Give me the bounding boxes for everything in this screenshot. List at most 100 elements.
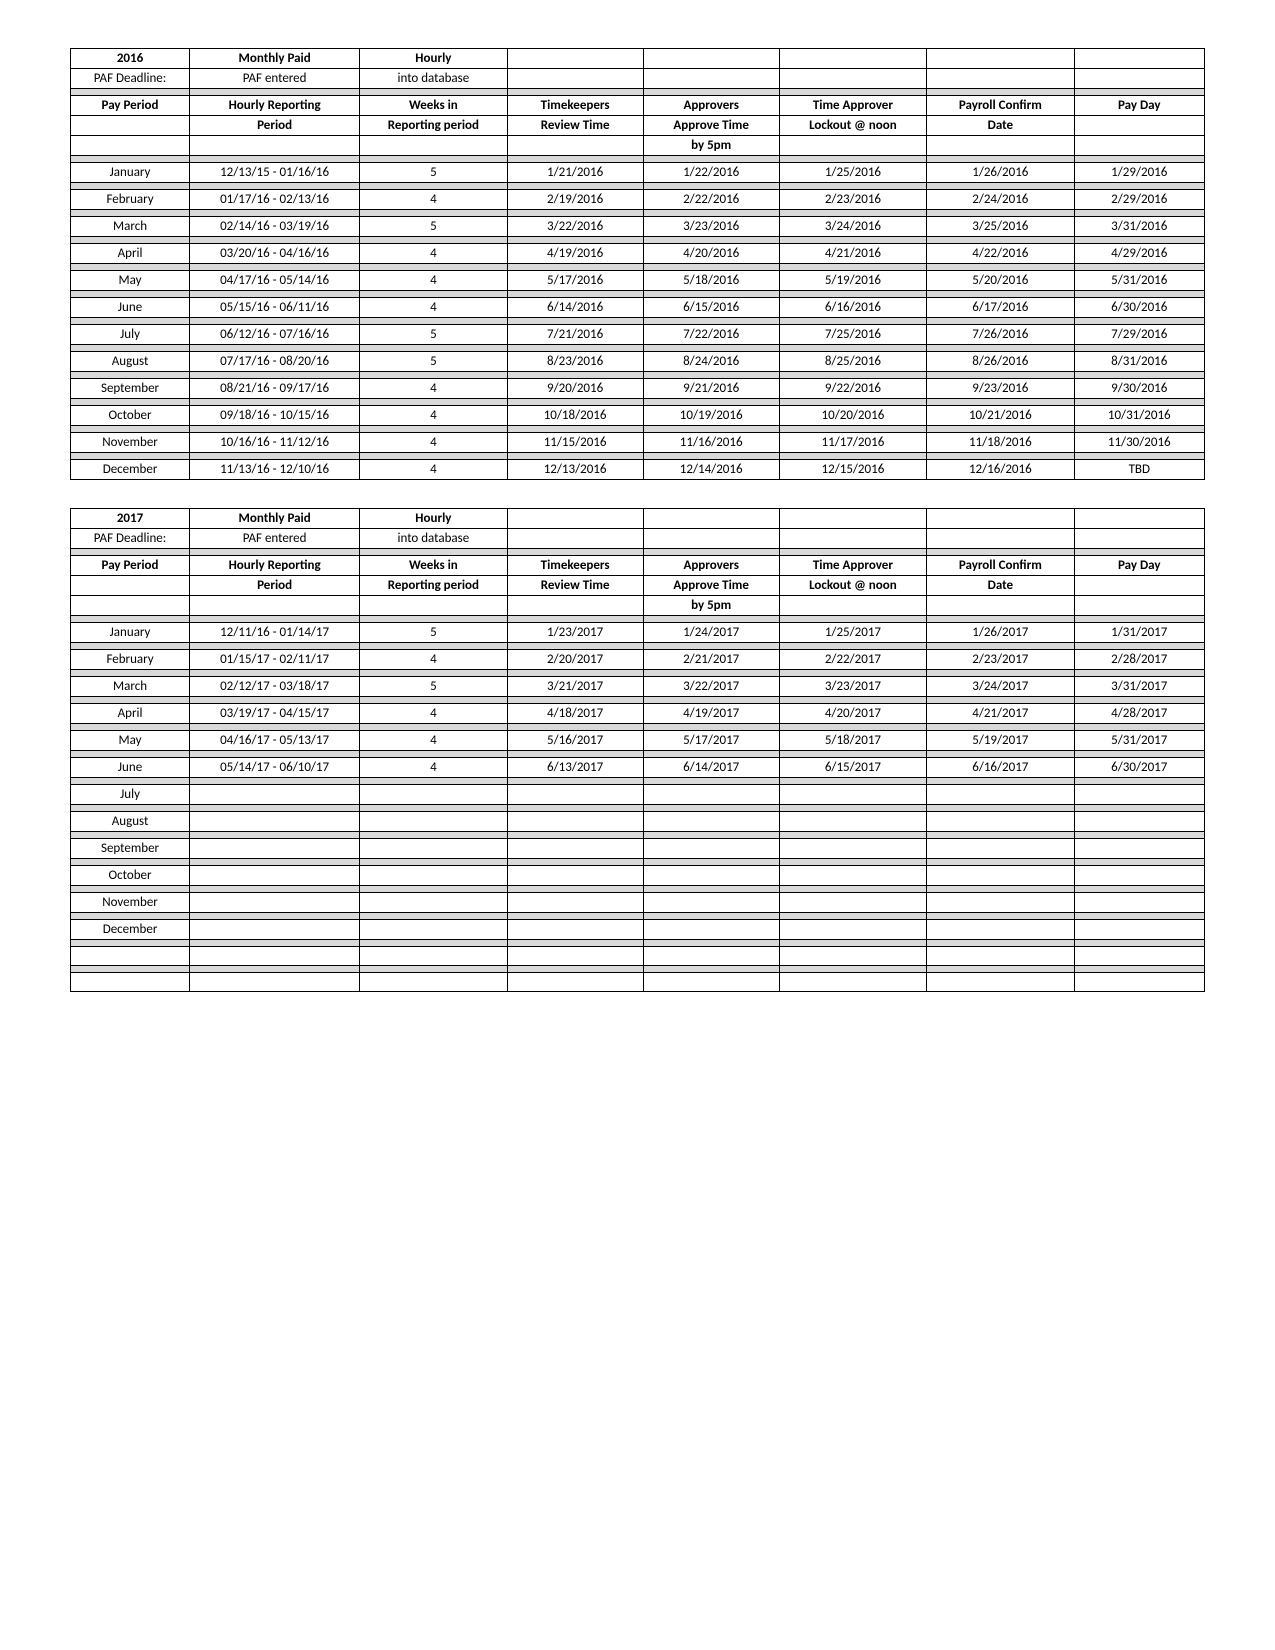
table-cell: 2017 xyxy=(71,509,190,529)
table-cell xyxy=(1074,69,1204,89)
table-cell xyxy=(927,69,1074,89)
table-cell: 1/21/2016 xyxy=(507,163,643,183)
table-cell xyxy=(779,49,926,69)
table-cell: 2/22/2017 xyxy=(779,650,926,670)
table-row xyxy=(71,973,1205,992)
table-cell: Weeks in xyxy=(360,556,507,576)
table-cell xyxy=(927,866,1074,886)
payroll-table-wrap: 2017Monthly PaidHourlyPAF Deadline:PAF e… xyxy=(70,508,1205,992)
table-cell: PAF Deadline: xyxy=(71,69,190,89)
table-row: August xyxy=(71,812,1205,832)
table-cell: Period xyxy=(190,116,360,136)
table-row: January12/13/15 - 01/16/1651/21/20161/22… xyxy=(71,163,1205,183)
table-cell: March xyxy=(71,217,190,237)
separator-row xyxy=(71,913,1205,920)
table-cell: Lockout @ noon xyxy=(779,576,926,596)
separator-row xyxy=(71,670,1205,677)
table-cell xyxy=(190,812,360,832)
table-cell xyxy=(643,785,779,805)
table-cell: 01/15/17 - 02/11/17 xyxy=(190,650,360,670)
table-cell: 4 xyxy=(360,758,507,778)
table-cell: Pay Period xyxy=(71,96,190,116)
separator-row xyxy=(71,751,1205,758)
table-cell xyxy=(190,920,360,940)
table-cell: 01/17/16 - 02/13/16 xyxy=(190,190,360,210)
table-cell: 05/15/16 - 06/11/16 xyxy=(190,298,360,318)
table-row: PAF Deadline:PAF enteredinto database xyxy=(71,529,1205,549)
table-row: PeriodReporting periodReview TimeApprove… xyxy=(71,116,1205,136)
table-row: February01/15/17 - 02/11/1742/20/20172/2… xyxy=(71,650,1205,670)
table-cell xyxy=(779,509,926,529)
separator-row xyxy=(71,778,1205,785)
table-cell: 3/31/2017 xyxy=(1074,677,1204,697)
table-cell xyxy=(360,136,507,156)
table-cell xyxy=(190,785,360,805)
table-cell: 1/29/2016 xyxy=(1074,163,1204,183)
table-cell: 2/22/2016 xyxy=(643,190,779,210)
table-cell xyxy=(507,529,643,549)
table-row: November xyxy=(71,893,1205,913)
table-cell: 4/22/2016 xyxy=(927,244,1074,264)
table-cell: November xyxy=(71,893,190,913)
table-cell: 6/15/2016 xyxy=(643,298,779,318)
table-cell: 8/23/2016 xyxy=(507,352,643,372)
table-cell: 5/19/2016 xyxy=(779,271,926,291)
table-cell xyxy=(507,812,643,832)
table-cell xyxy=(643,812,779,832)
table-cell xyxy=(1074,136,1204,156)
table-cell xyxy=(1074,973,1204,992)
table-cell: 5 xyxy=(360,217,507,237)
table-cell: 4 xyxy=(360,460,507,480)
table-cell: October xyxy=(71,406,190,426)
table-cell xyxy=(190,839,360,859)
table-cell xyxy=(507,920,643,940)
table-cell: PAF entered xyxy=(190,69,360,89)
table-cell: 2/23/2016 xyxy=(779,190,926,210)
table-cell xyxy=(1074,529,1204,549)
table-cell xyxy=(927,136,1074,156)
table-cell xyxy=(507,866,643,886)
table-cell xyxy=(190,893,360,913)
separator-row xyxy=(71,697,1205,704)
table-cell: by 5pm xyxy=(643,596,779,616)
table-row: June05/14/17 - 06/10/1746/13/20176/14/20… xyxy=(71,758,1205,778)
table-cell: Pay Period xyxy=(71,556,190,576)
table-cell: 03/19/17 - 04/15/17 xyxy=(190,704,360,724)
table-cell: 7/22/2016 xyxy=(643,325,779,345)
table-cell xyxy=(507,839,643,859)
table-cell: into database xyxy=(360,529,507,549)
separator-row xyxy=(71,264,1205,271)
table-cell: September xyxy=(71,839,190,859)
table-cell: 06/12/16 - 07/16/16 xyxy=(190,325,360,345)
table-cell: Date xyxy=(927,576,1074,596)
table-row: May04/17/16 - 05/14/1645/17/20165/18/201… xyxy=(71,271,1205,291)
table-cell: 1/25/2017 xyxy=(779,623,926,643)
table-cell: January xyxy=(71,623,190,643)
table-cell: 5/20/2016 xyxy=(927,271,1074,291)
table-cell: 7/21/2016 xyxy=(507,325,643,345)
table-cell: 6/17/2016 xyxy=(927,298,1074,318)
table-cell: 6/30/2017 xyxy=(1074,758,1204,778)
table-cell: 4 xyxy=(360,244,507,264)
table-cell xyxy=(643,920,779,940)
payroll-table: 2017Monthly PaidHourlyPAF Deadline:PAF e… xyxy=(70,508,1205,992)
table-cell: 12/13/2016 xyxy=(507,460,643,480)
table-cell: 4 xyxy=(360,190,507,210)
table-cell: 8/26/2016 xyxy=(927,352,1074,372)
table-cell: 3/24/2017 xyxy=(927,677,1074,697)
table-cell: 09/18/16 - 10/15/16 xyxy=(190,406,360,426)
table-cell: June xyxy=(71,758,190,778)
separator-row xyxy=(71,372,1205,379)
table-cell: 12/11/16 - 01/14/17 xyxy=(190,623,360,643)
table-cell xyxy=(360,785,507,805)
table-cell xyxy=(71,596,190,616)
table-cell: 1/26/2016 xyxy=(927,163,1074,183)
table-cell xyxy=(779,812,926,832)
table-cell: 8/25/2016 xyxy=(779,352,926,372)
table-cell: 11/13/16 - 12/10/16 xyxy=(190,460,360,480)
table-cell: 10/16/16 - 11/12/16 xyxy=(190,433,360,453)
table-cell: Time Approver xyxy=(779,556,926,576)
table-cell xyxy=(779,973,926,992)
table-row: June05/15/16 - 06/11/1646/14/20166/15/20… xyxy=(71,298,1205,318)
table-cell: Timekeepers xyxy=(507,96,643,116)
